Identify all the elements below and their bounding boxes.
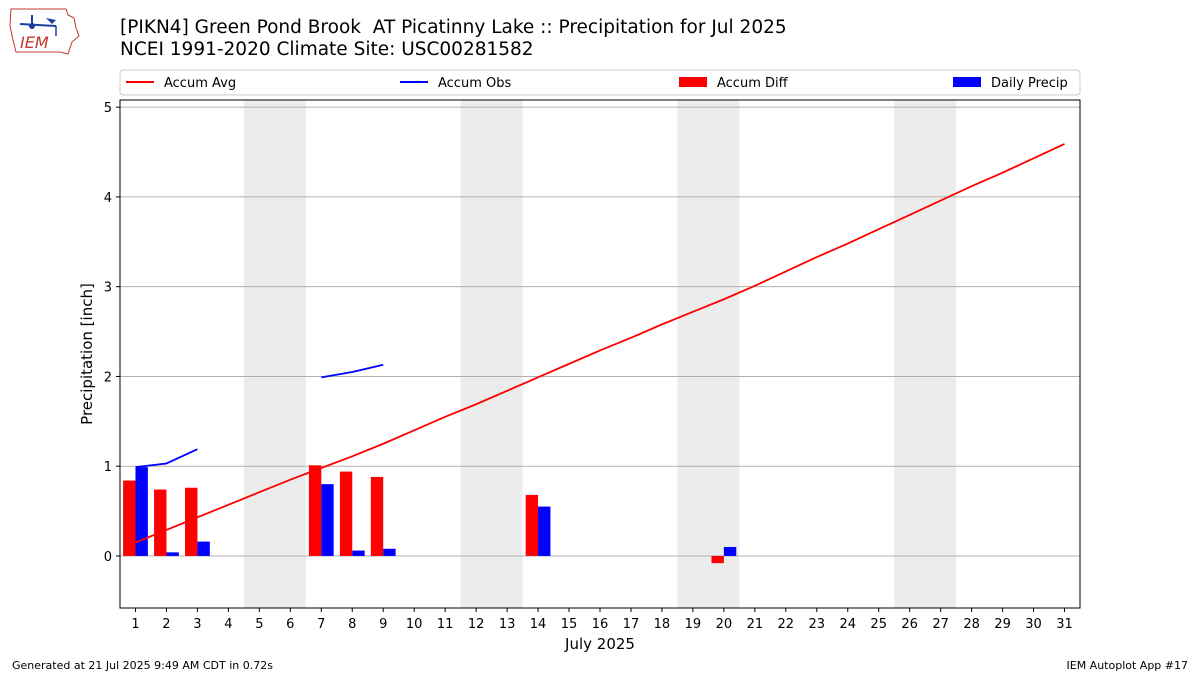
lines xyxy=(135,143,1065,544)
accum-obs-line xyxy=(135,448,198,468)
y-tick-label: 4 xyxy=(104,191,112,206)
x-tick-label: 20 xyxy=(716,617,733,632)
x-tick-label: 5 xyxy=(255,617,263,632)
accum-avg-line xyxy=(135,143,1065,544)
iem-logo: IEM xyxy=(9,8,80,55)
grid-lines xyxy=(120,106,1080,557)
x-tick-label: 2 xyxy=(162,617,170,632)
app-label: IEM Autoplot App #17 xyxy=(1066,659,1189,672)
x-tick-label: 19 xyxy=(685,617,702,632)
x-tick-label: 28 xyxy=(963,617,980,632)
legend-accum-avg-label: Accum Avg xyxy=(164,76,236,91)
x-tick-label: 12 xyxy=(468,617,485,632)
x-tick-label: 25 xyxy=(870,617,887,632)
legend-box xyxy=(119,69,1081,96)
bars xyxy=(123,465,737,564)
x-tick-label: 15 xyxy=(561,617,578,632)
y-axis-label: Precipitation [inch] xyxy=(78,283,96,425)
x-tick-label: 14 xyxy=(530,617,547,632)
legend-accum-diff-label: Accum Diff xyxy=(717,76,789,91)
daily-precip-bar xyxy=(135,467,148,556)
x-tick-label: 17 xyxy=(623,617,640,632)
accum-obs-line xyxy=(321,363,384,379)
x-tick-label: 13 xyxy=(499,617,516,632)
daily-precip-bar xyxy=(166,552,179,556)
y-tick-label: 0 xyxy=(104,550,112,565)
x-tick-label: 24 xyxy=(839,617,856,632)
accum-diff-bar xyxy=(370,476,384,556)
accum-diff-bar xyxy=(711,555,724,564)
x-tick-label: 8 xyxy=(348,617,356,632)
y-tick-label: 2 xyxy=(104,370,112,385)
legend-daily-precip-swatch xyxy=(953,77,981,87)
x-tick-label: 21 xyxy=(747,617,764,632)
x-tick-label: 30 xyxy=(1025,617,1042,632)
x-tick-label: 22 xyxy=(778,617,795,632)
x-tick-label: 31 xyxy=(1056,617,1073,632)
daily-precip-bar xyxy=(723,546,737,556)
accum-diff-bar xyxy=(525,494,539,556)
chart-title: [PIKN4] Green Pond Brook AT Picatinny La… xyxy=(120,17,787,38)
accum-diff-bar xyxy=(154,489,167,556)
x-axis: 1 2 3 4 5 6 7 8 9 10 11 12 13 14 15 16 17 18 19 20 21 22 23 24 2… xyxy=(131,608,1073,632)
daily-precip-bar xyxy=(321,484,334,556)
y-axis: 0 1 2 3 4 5 xyxy=(104,101,120,565)
daily-precip-bar xyxy=(383,548,396,556)
accum-diff-bar xyxy=(185,487,198,556)
accum-diff-bar xyxy=(308,465,322,556)
daily-precip-bar xyxy=(352,550,365,556)
accum-diff-bar xyxy=(339,471,353,556)
legend-accum-diff-swatch xyxy=(679,77,707,87)
legend-accum-obs-label: Accum Obs xyxy=(438,76,511,91)
y-tick-label: 5 xyxy=(104,101,112,116)
x-tick-label: 27 xyxy=(932,617,949,632)
x-tick-label: 16 xyxy=(592,617,609,632)
legend: Accum Avg Accum Obs Accum Diff Daily Precip xyxy=(119,69,1081,96)
weekend-band xyxy=(894,100,957,608)
x-axis-label: July 2025 xyxy=(564,635,635,653)
x-tick-label: 29 xyxy=(994,617,1011,632)
x-tick-label: 11 xyxy=(437,617,454,632)
generated-timestamp: Generated at 21 Jul 2025 9:49 AM CDT in … xyxy=(12,659,273,672)
daily-precip-bar xyxy=(197,541,210,556)
x-tick-label: 1 xyxy=(131,617,139,632)
weekend-bands xyxy=(243,100,957,608)
x-tick-label: 9 xyxy=(379,617,387,632)
y-tick-label: 1 xyxy=(104,460,112,475)
weekend-band xyxy=(460,100,523,608)
legend-daily-precip-label: Daily Precip xyxy=(991,76,1068,91)
weekend-band xyxy=(677,100,740,608)
svg-text:IEM: IEM xyxy=(20,33,49,52)
x-tick-label: 3 xyxy=(193,617,201,632)
x-tick-label: 6 xyxy=(286,617,294,632)
x-tick-label: 7 xyxy=(317,617,325,632)
y-tick-label: 3 xyxy=(104,281,112,296)
weekend-band xyxy=(243,100,306,608)
x-tick-label: 4 xyxy=(224,617,232,632)
daily-precip-bar xyxy=(538,506,551,556)
x-tick-label: 18 xyxy=(654,617,671,632)
x-tick-label: 23 xyxy=(809,617,826,632)
accum-diff-bar xyxy=(123,480,136,556)
x-tick-label: 10 xyxy=(406,617,423,632)
chart-subtitle: NCEI 1991-2020 Climate Site: USC00281582 xyxy=(120,39,534,60)
x-tick-label: 26 xyxy=(901,617,918,632)
